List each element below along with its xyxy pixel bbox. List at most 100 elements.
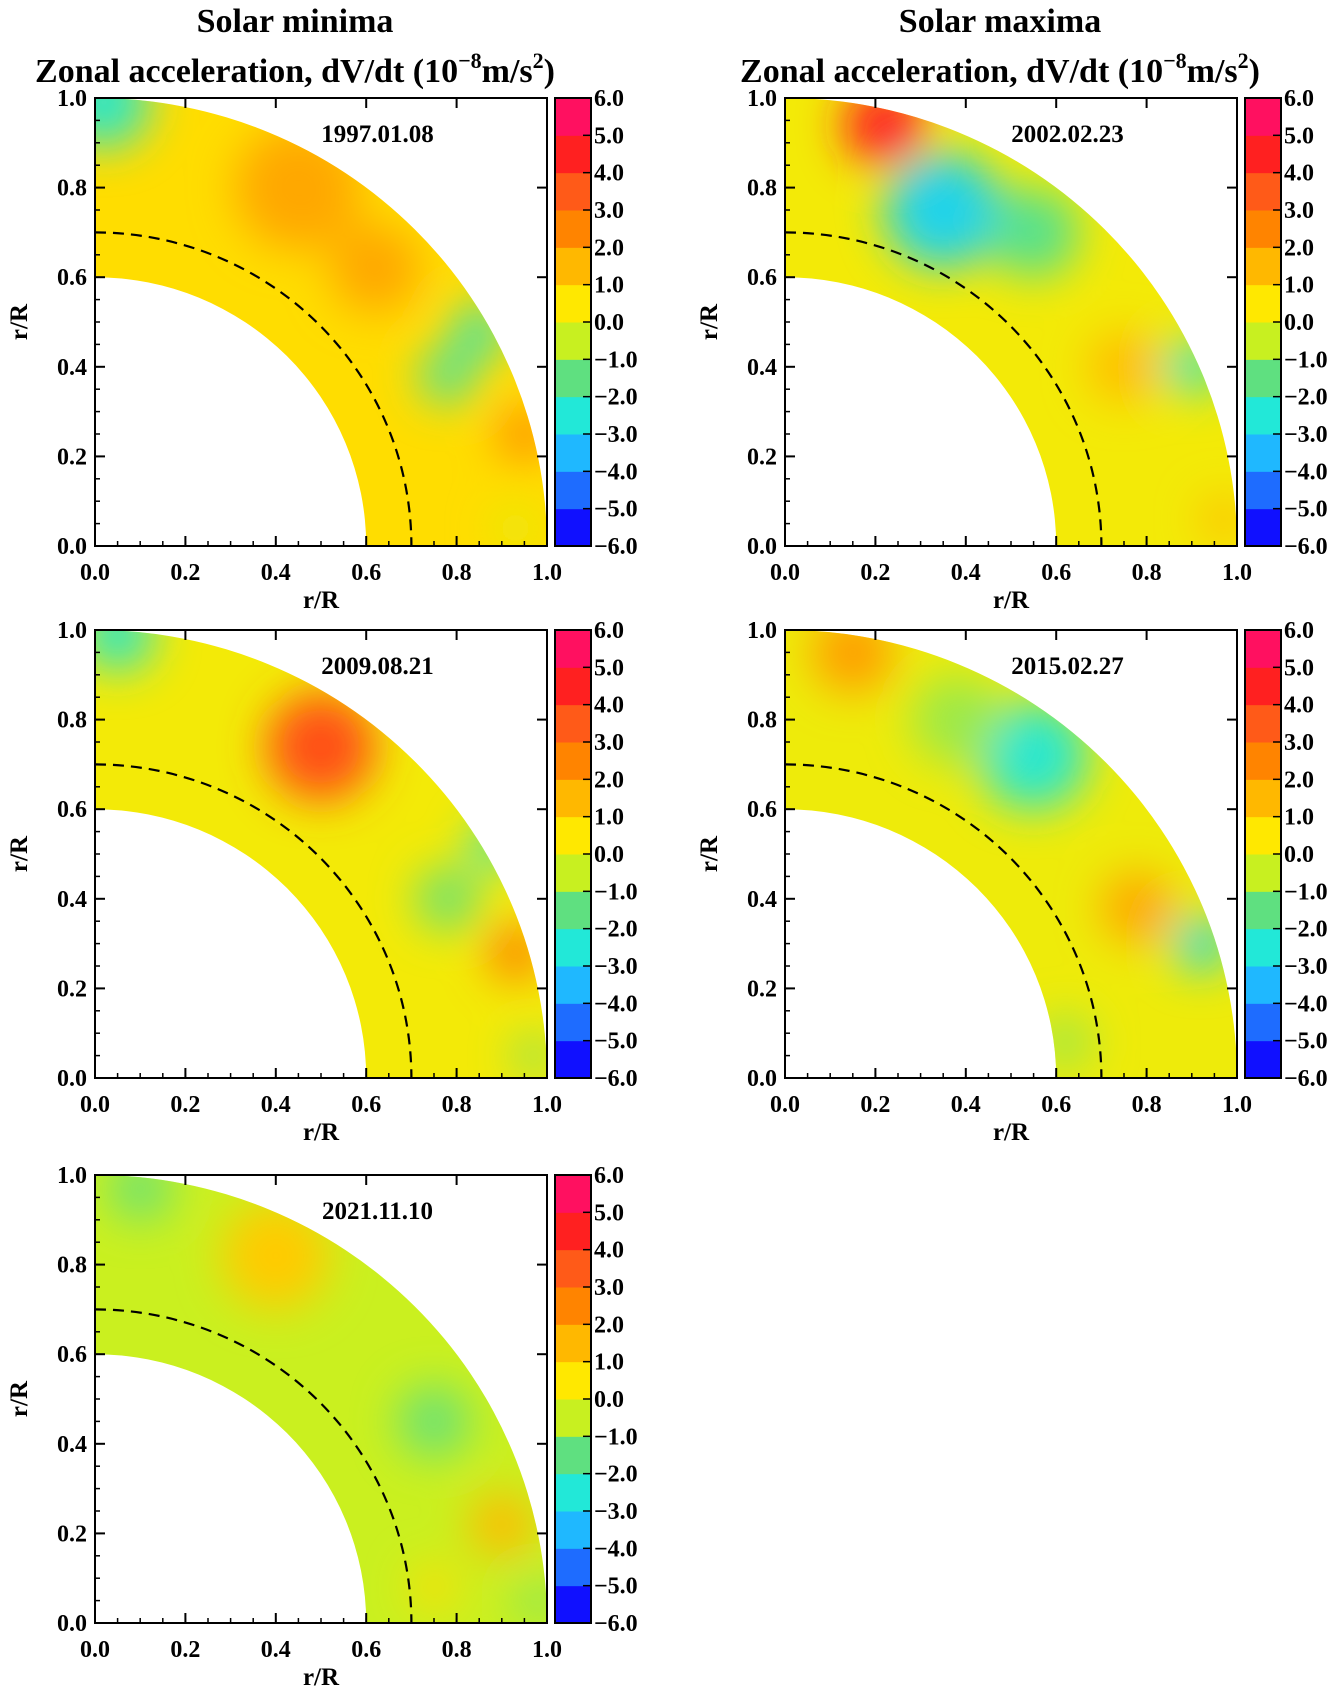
colorbar-tick-label: 6.0: [594, 86, 624, 112]
x-tick-label: 0.0: [770, 1092, 800, 1118]
colorbar-tick-label: 0.0: [1284, 842, 1314, 868]
colorbar-tick-label: −1.0: [1284, 347, 1328, 373]
x-tick-label: 0.8: [1132, 1092, 1162, 1118]
colorbar-segment: [555, 471, 591, 510]
colorbar-tick-label: 0.0: [594, 1387, 624, 1413]
colorbar-tick-label: −5.0: [594, 497, 638, 523]
field-feature: [95, 98, 150, 148]
colorbar-segment: [1245, 508, 1281, 547]
colorbar-tick-label: 4.0: [594, 161, 624, 187]
acceleration-field: [785, 630, 1237, 1078]
colorbar: 6.0 5.0 4.0 3.0 2.0 1.0 0.0 −1.0 −2.0 −3.0 −4.0 −5.…: [554, 1163, 638, 1637]
colorbar-segment: [555, 247, 591, 286]
colorbar-segment: [1245, 135, 1281, 174]
x-tick-label: 0.0: [80, 1637, 110, 1663]
colorbar-segment: [1245, 779, 1281, 818]
colorbar-tick-label: −6.0: [1284, 1066, 1328, 1092]
x-tick-label: 0.2: [860, 1092, 890, 1118]
y-tick-label: 0.0: [747, 1066, 777, 1092]
colorbar-tick-label: −3.0: [594, 1499, 638, 1525]
colorbar-tick-label: −5.0: [1284, 497, 1328, 523]
colorbar-segment: [555, 434, 591, 472]
colorbar-segment: [555, 1324, 591, 1363]
colorbar-segment: [555, 928, 591, 967]
colorbar-segment: [555, 816, 591, 855]
colorbar-segment: [555, 135, 591, 174]
x-tick-label: 0.2: [170, 1637, 200, 1663]
date-label: 2021.11.10: [322, 1198, 433, 1225]
y-tick-label: 1.0: [57, 1163, 87, 1189]
colorbar-tick-label: −6.0: [1284, 534, 1328, 560]
colorbar-segment: [555, 667, 591, 706]
x-tick-label: 0.2: [860, 560, 890, 586]
field-background: [785, 630, 1237, 1078]
x-tick-label: 0.6: [351, 1092, 381, 1118]
colorbar-tick-label: −2.0: [594, 385, 638, 411]
colorbar-tick-label: 3.0: [594, 730, 624, 756]
chart-panel: 0.0 0.2 0.4 0.6 0.8 1.0 0.0 0.2 0.4 0.6 0.8 1.0 r/R r…: [696, 86, 1328, 614]
y-tick-label: 0.2: [57, 976, 87, 1002]
field-feature: [1173, 916, 1228, 971]
colorbar-segment: [1245, 854, 1281, 892]
colorbar-tick-label: 1.0: [1284, 805, 1314, 831]
colorbar-tick-label: −4.0: [594, 1536, 638, 1562]
field-feature: [884, 151, 1002, 269]
x-tick-label: 0.6: [1041, 1092, 1071, 1118]
x-tick-label: 0.4: [261, 1092, 291, 1118]
y-axis-label: r/R: [696, 835, 723, 872]
y-tick-label: 0.8: [57, 176, 87, 202]
colorbar-tick-label: 2.0: [1284, 767, 1314, 793]
colorbar-segment: [555, 1249, 591, 1288]
y-tick-label: 0.0: [57, 1611, 87, 1637]
dashed-tachocline-line: [94, 1308, 413, 1624]
colorbar-tick-label: 5.0: [594, 1200, 624, 1226]
y-tick-label: 0.8: [57, 1253, 87, 1279]
colorbar-tick-label: 0.0: [594, 842, 624, 868]
colorbar-segment: [1245, 359, 1281, 398]
x-tick-label: 0.8: [1132, 560, 1162, 586]
x-tick-label: 1.0: [532, 1092, 562, 1118]
colorbar-tick-label: −4.0: [1284, 991, 1328, 1017]
field-feature: [843, 98, 926, 166]
y-tick-label: 0.2: [747, 976, 777, 1002]
x-tick-label: 0.2: [170, 560, 200, 586]
colorbar-segment: [555, 210, 591, 248]
field-feature: [1101, 871, 1174, 944]
colorbar-tick-label: −3.0: [1284, 954, 1328, 980]
colorbar: 6.0 5.0 4.0 3.0 2.0 1.0 0.0 −1.0 −2.0 −3.0 −4.0 −5.…: [554, 86, 638, 560]
colorbar-segment: [1245, 322, 1281, 360]
chart-panel: 0.0 0.2 0.4 0.6 0.8 1.0 0.0 0.2 0.4 0.6 0.8 1.0 r/R r…: [6, 1163, 638, 1691]
x-tick-label: 0.6: [351, 1637, 381, 1663]
colorbar-segment: [555, 1585, 591, 1624]
colorbar-segment: [555, 630, 591, 668]
colorbar-tick-label: 3.0: [1284, 198, 1314, 224]
x-tick-label: 0.0: [770, 560, 800, 586]
colorbar-segment: [555, 1399, 591, 1437]
colorbar-segment: [555, 396, 591, 435]
colorbar-segment: [1245, 630, 1281, 668]
x-axis-label: r/R: [993, 587, 1030, 614]
colorbar-segment: [1245, 284, 1281, 323]
y-tick-label: 0.2: [747, 444, 777, 470]
colorbar-tick-label: 2.0: [1284, 235, 1314, 261]
colorbar-tick-label: 6.0: [594, 1163, 624, 1189]
colorbar-tick-label: 6.0: [594, 618, 624, 644]
x-tick-label: 1.0: [532, 1637, 562, 1663]
y-axis-label: r/R: [696, 303, 723, 340]
field-feature: [420, 348, 475, 403]
date-label: 2002.02.23: [1011, 121, 1124, 148]
colorbar-segment: [555, 1287, 591, 1325]
y-tick-label: 0.4: [747, 887, 777, 913]
colorbar-tick-label: −2.0: [594, 1462, 638, 1488]
colorbar-segment: [1245, 1040, 1281, 1079]
colorbar-tick-label: 1.0: [594, 273, 624, 299]
y-tick-label: 0.6: [57, 265, 87, 291]
colorbar-tick-label: −4.0: [594, 991, 638, 1017]
colorbar-tick-label: 3.0: [594, 1275, 624, 1301]
colorbar-segment: [1245, 742, 1281, 780]
date-label: 1997.01.08: [321, 121, 434, 148]
colorbar-tick-label: −3.0: [1284, 422, 1328, 448]
colorbar-segment: [555, 1003, 591, 1042]
x-tick-label: 0.0: [80, 1092, 110, 1118]
